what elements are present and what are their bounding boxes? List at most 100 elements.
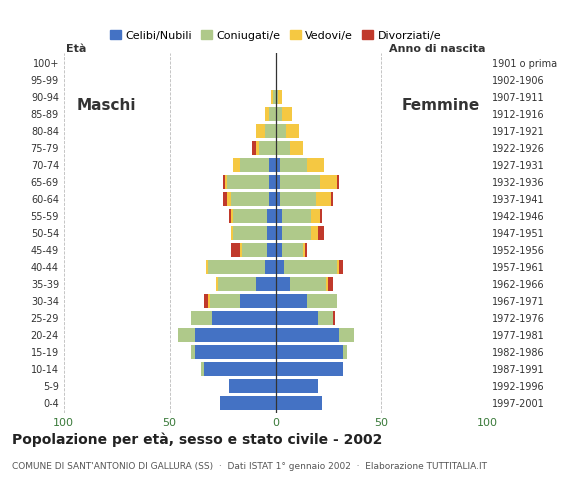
Bar — [284, 260, 337, 274]
Bar — [242, 243, 267, 257]
Bar — [218, 277, 256, 291]
Bar — [223, 192, 227, 206]
Bar — [320, 209, 322, 223]
Bar — [216, 277, 218, 291]
Bar — [208, 294, 210, 308]
Bar — [265, 260, 276, 274]
Bar — [191, 345, 195, 359]
Bar — [276, 90, 278, 104]
Bar — [256, 277, 276, 291]
Bar — [276, 141, 291, 155]
Bar — [276, 243, 282, 257]
Bar — [333, 311, 335, 324]
Bar — [252, 141, 256, 155]
Bar — [337, 260, 339, 274]
Bar — [233, 226, 267, 240]
Bar — [276, 311, 318, 324]
Bar — [278, 90, 282, 104]
Bar — [231, 192, 269, 206]
Bar — [267, 243, 276, 257]
Bar — [286, 124, 299, 138]
Bar — [291, 141, 303, 155]
Text: Età: Età — [66, 45, 86, 55]
Bar — [224, 175, 227, 189]
Bar — [307, 158, 324, 172]
Bar — [327, 277, 328, 291]
Bar — [208, 260, 265, 274]
Bar — [291, 277, 327, 291]
Text: Popolazione per età, sesso e stato civile - 2002: Popolazione per età, sesso e stato civil… — [12, 432, 382, 447]
Bar — [320, 175, 337, 189]
Bar — [195, 328, 276, 342]
Bar — [259, 141, 276, 155]
Bar — [256, 141, 259, 155]
Bar — [280, 158, 307, 172]
Bar — [282, 209, 311, 223]
Legend: Celibi/Nubili, Coniugati/e, Vedovi/e, Divorziati/e: Celibi/Nubili, Coniugati/e, Vedovi/e, Di… — [106, 26, 445, 45]
Bar — [195, 345, 276, 359]
Bar — [204, 362, 276, 376]
Bar — [318, 226, 324, 240]
Bar — [276, 226, 282, 240]
Bar — [267, 209, 276, 223]
Bar — [280, 175, 320, 189]
Bar — [231, 243, 240, 257]
Text: Femmine: Femmine — [401, 98, 480, 113]
Bar — [276, 209, 282, 223]
Bar — [240, 294, 276, 308]
Bar — [273, 90, 276, 104]
Bar — [178, 328, 195, 342]
Bar — [311, 226, 318, 240]
Bar — [269, 107, 276, 121]
Bar — [276, 362, 343, 376]
Bar — [339, 260, 343, 274]
Bar — [240, 243, 242, 257]
Bar — [316, 192, 331, 206]
Text: Anno di nascita: Anno di nascita — [389, 45, 485, 55]
Bar — [265, 107, 269, 121]
Bar — [240, 158, 269, 172]
Text: COMUNE DI SANT'ANTONIO DI GALLURA (SS)  ·  Dati ISTAT 1° gennaio 2002  ·  Elabor: COMUNE DI SANT'ANTONIO DI GALLURA (SS) ·… — [12, 462, 487, 471]
Bar — [256, 124, 265, 138]
Bar — [269, 158, 276, 172]
Bar — [318, 311, 333, 324]
Bar — [206, 260, 208, 274]
Bar — [210, 294, 240, 308]
Bar — [343, 345, 347, 359]
Bar — [331, 192, 333, 206]
Bar — [269, 175, 276, 189]
Bar — [337, 175, 339, 189]
Bar — [311, 209, 320, 223]
Bar — [223, 175, 224, 189]
Bar — [212, 311, 276, 324]
Bar — [265, 124, 276, 138]
Bar — [204, 294, 208, 308]
Bar — [220, 396, 276, 409]
Bar — [229, 209, 231, 223]
Bar — [271, 90, 273, 104]
Bar — [276, 124, 286, 138]
Bar — [305, 243, 307, 257]
Bar — [339, 328, 354, 342]
Bar — [282, 226, 311, 240]
Bar — [233, 209, 267, 223]
Bar — [280, 192, 316, 206]
Bar — [276, 107, 282, 121]
Bar — [227, 175, 269, 189]
Bar — [303, 243, 305, 257]
Bar — [276, 260, 284, 274]
Bar — [201, 362, 204, 376]
Bar — [267, 226, 276, 240]
Bar — [276, 396, 322, 409]
Bar — [231, 226, 233, 240]
Bar — [276, 345, 343, 359]
Bar — [191, 311, 212, 324]
Bar — [276, 328, 339, 342]
Bar — [229, 379, 276, 393]
Bar — [307, 294, 337, 308]
Bar — [233, 158, 240, 172]
Bar — [227, 192, 231, 206]
Bar — [282, 107, 292, 121]
Bar — [276, 175, 280, 189]
Text: Maschi: Maschi — [77, 98, 136, 113]
